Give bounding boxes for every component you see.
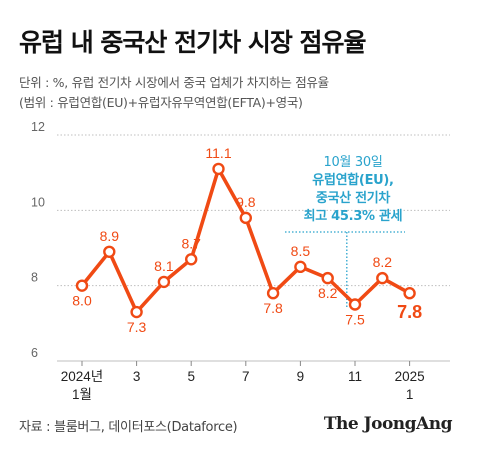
data-point <box>130 305 143 319</box>
scope-note: (범위 : 유럽연합(EU)+유럽자유무역연합(EFTA)+영국) <box>19 95 303 110</box>
data-point <box>321 271 334 285</box>
chart-title: 유럽 내 중국산 전기차 시장 점유율 <box>19 28 367 57</box>
x-tick-label: 3 <box>133 369 141 384</box>
data-point <box>184 253 198 266</box>
data-point <box>403 287 416 300</box>
publisher-logo: The JoongAng <box>323 414 453 434</box>
data-label: 7.3 <box>127 319 147 335</box>
data-point <box>348 298 362 311</box>
x-tick-label: 5 <box>187 369 195 384</box>
annotation-line-1: 10월 30일 <box>323 155 382 170</box>
data-label: 8.1 <box>154 258 174 274</box>
x-tick-label: 11 <box>348 369 362 384</box>
annotation-line-4: 최고 45.3% 관세 <box>304 208 403 224</box>
data-point <box>103 245 116 258</box>
data-label: 7.5 <box>345 312 365 328</box>
data-label: 9.8 <box>236 194 256 210</box>
data-label: 8.9 <box>100 228 120 244</box>
data-point <box>75 279 89 292</box>
source-note: 자료 : 블룸버그, 데이터포스(Dataforce) <box>19 420 238 435</box>
y-tick-label: 12 <box>31 120 45 134</box>
x-tick-label: 7 <box>242 369 250 384</box>
data-point <box>157 275 171 289</box>
data-point <box>294 260 307 274</box>
x-tick-label: 2025 <box>395 369 425 384</box>
x-tick-label-sub: 1 <box>406 387 414 402</box>
unit-note: 단위 : %, 유럽 전기차 시장에서 중국 업체가 차지하는 점유율 <box>19 75 329 90</box>
y-tick-label: 8 <box>31 271 38 285</box>
annotation-line-2: 유럽연합(EU), <box>312 172 393 188</box>
data-point <box>266 287 280 300</box>
data-label: 8.2 <box>318 285 338 301</box>
x-tick-label: 9 <box>297 369 305 384</box>
y-tick-label: 6 <box>31 346 38 360</box>
data-point <box>376 271 389 285</box>
data-point <box>212 162 225 176</box>
x-tick-label: 2024년 <box>61 369 103 384</box>
x-tick-label-sub: 1월 <box>72 387 92 402</box>
data-label: 7.8 <box>397 302 422 322</box>
data-label: 11.1 <box>205 145 231 161</box>
data-label: 8.0 <box>72 293 92 309</box>
annotation-line-3: 중국산 전기차 <box>316 190 391 206</box>
data-label: 7.8 <box>263 300 283 316</box>
data-point <box>239 211 253 225</box>
y-tick-label: 10 <box>31 195 45 209</box>
data-label: 8.7 <box>181 235 201 251</box>
data-label: 8.5 <box>291 243 311 259</box>
data-label: 8.2 <box>373 254 393 270</box>
